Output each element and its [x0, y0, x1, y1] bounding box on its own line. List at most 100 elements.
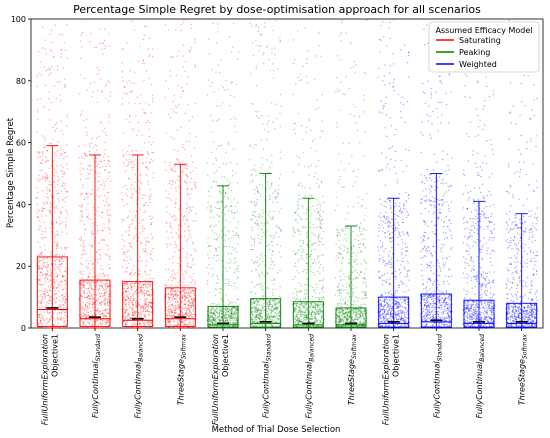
data-point — [121, 76, 123, 79]
data-point — [102, 230, 104, 232]
data-point — [98, 242, 100, 244]
data-point — [318, 220, 320, 222]
data-point — [101, 216, 103, 219]
data-point — [174, 105, 177, 107]
data-point — [259, 215, 261, 217]
data-point — [312, 311, 314, 313]
data-point — [55, 127, 58, 129]
data-point — [266, 221, 268, 223]
data-point — [237, 243, 239, 245]
data-point — [270, 264, 272, 266]
data-point — [182, 18, 185, 21]
data-point — [178, 305, 180, 308]
data-point — [279, 112, 281, 115]
data-point — [195, 220, 197, 222]
data-point — [233, 311, 235, 314]
data-point — [269, 166, 271, 168]
data-point — [144, 279, 146, 282]
data-point — [107, 285, 109, 287]
data-point — [131, 301, 133, 304]
data-point — [62, 317, 64, 319]
data-point — [148, 141, 150, 144]
data-point — [191, 296, 193, 299]
data-point — [225, 192, 227, 194]
data-point — [104, 303, 106, 305]
data-point — [271, 312, 273, 314]
data-point — [169, 70, 171, 72]
data-point — [54, 234, 56, 237]
data-point — [150, 303, 152, 305]
data-point — [127, 266, 129, 269]
data-point — [49, 190, 51, 193]
data-point — [48, 312, 51, 314]
data-point — [125, 295, 128, 297]
data-point — [87, 276, 90, 278]
data-point — [144, 300, 146, 302]
data-point — [129, 70, 131, 72]
data-point — [255, 186, 258, 188]
data-point — [303, 165, 306, 168]
data-point — [102, 272, 104, 274]
data-point — [272, 237, 275, 240]
data-point — [186, 193, 189, 195]
data-point — [219, 191, 221, 193]
data-point — [54, 152, 56, 154]
data-point — [294, 262, 297, 265]
data-point — [135, 150, 137, 152]
data-point — [256, 224, 258, 226]
data-point — [139, 173, 142, 175]
data-point — [226, 307, 229, 310]
data-point — [313, 311, 316, 313]
data-point — [61, 185, 64, 187]
data-point — [94, 46, 96, 48]
data-point — [86, 89, 88, 91]
data-point — [217, 201, 219, 203]
data-point — [47, 321, 50, 323]
data-point — [133, 310, 135, 312]
data-point — [276, 224, 278, 226]
data-point — [213, 91, 215, 93]
data-point — [87, 311, 90, 314]
data-point — [182, 314, 184, 316]
data-point — [310, 285, 312, 287]
data-point — [61, 275, 64, 277]
data-point — [232, 313, 234, 315]
data-point — [228, 210, 230, 212]
data-point — [60, 263, 62, 265]
data-point — [175, 300, 177, 303]
data-point — [206, 94, 208, 96]
data-point — [258, 317, 260, 320]
data-point — [215, 250, 217, 252]
data-point — [61, 231, 63, 233]
data-point — [191, 279, 194, 281]
data-point — [295, 254, 297, 256]
data-point — [272, 217, 274, 219]
data-point — [224, 213, 226, 216]
data-point — [215, 249, 217, 251]
data-point — [189, 315, 192, 317]
data-point — [228, 280, 230, 283]
data-point — [128, 234, 131, 236]
data-point — [174, 298, 176, 300]
data-point — [44, 180, 47, 182]
data-point — [216, 42, 218, 44]
data-point — [57, 313, 59, 315]
data-point — [107, 319, 109, 322]
data-point — [87, 280, 89, 282]
data-point — [271, 316, 274, 318]
data-point — [171, 303, 173, 306]
data-point — [184, 298, 186, 300]
data-point — [173, 308, 175, 310]
data-point — [181, 321, 183, 324]
data-point — [255, 144, 258, 146]
data-point — [251, 226, 253, 229]
data-point — [235, 172, 237, 174]
data-point — [217, 64, 220, 66]
data-point — [230, 210, 233, 212]
data-point — [130, 245, 132, 248]
data-point — [108, 209, 111, 211]
data-point — [150, 288, 153, 291]
data-point — [221, 311, 223, 313]
data-point — [230, 309, 233, 311]
data-point — [143, 322, 145, 324]
